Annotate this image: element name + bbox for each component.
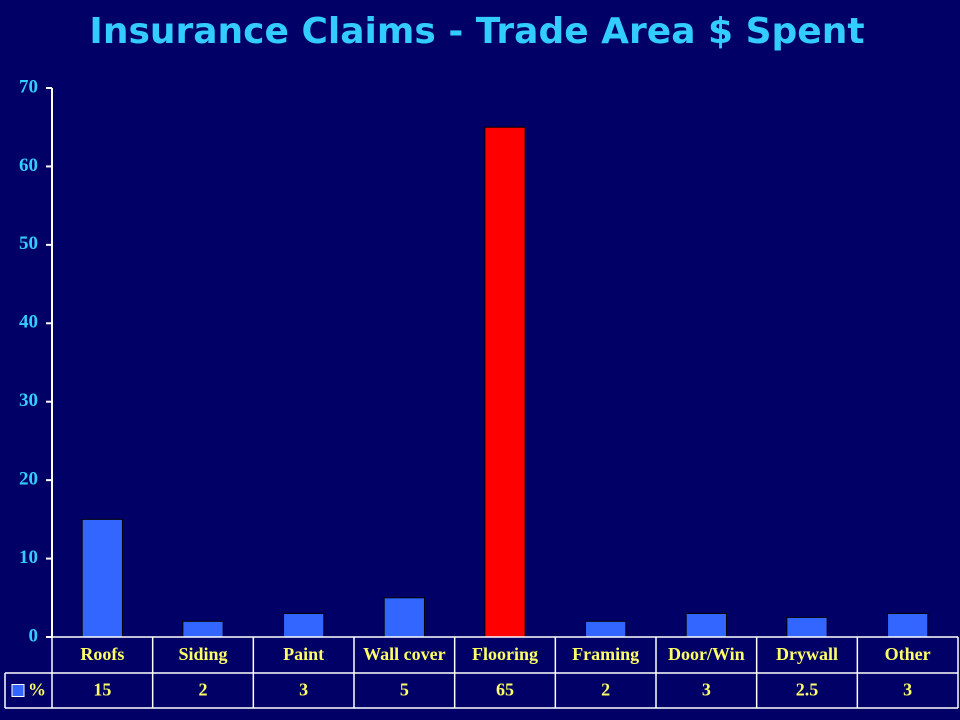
- legend-swatch: [11, 684, 25, 697]
- table-value: 2.5: [796, 680, 819, 700]
- table-value: 3: [903, 680, 912, 700]
- table-value: 2: [199, 680, 208, 700]
- bar: [283, 612, 325, 638]
- table-value: 5: [400, 680, 409, 700]
- y-tick-label: 20: [19, 469, 38, 490]
- bar: [685, 612, 727, 638]
- table-value: 3: [702, 680, 711, 700]
- x-tick-label: Framing: [572, 644, 639, 664]
- bar: [786, 616, 828, 638]
- bar: [585, 620, 627, 638]
- bar: [484, 126, 526, 638]
- chart-title: Insurance Claims - Trade Area $ Spent: [89, 11, 864, 52]
- y-tick-label: 40: [19, 312, 38, 333]
- y-tick-label: 60: [19, 155, 38, 176]
- bar: [81, 518, 123, 638]
- x-tick-label: Drywall: [776, 644, 838, 664]
- y-tick-label: 10: [19, 547, 38, 568]
- table-value: 2: [601, 680, 610, 700]
- x-tick-label: Siding: [178, 644, 227, 664]
- table-value: 65: [496, 680, 514, 700]
- x-tick-label: Roofs: [80, 644, 124, 664]
- x-tick-label: Other: [885, 644, 931, 664]
- x-tick-label: Door/Win: [668, 644, 745, 664]
- bar: [182, 620, 224, 638]
- y-tick-label: 0: [29, 625, 39, 646]
- table-value: 3: [299, 680, 308, 700]
- bar: [887, 612, 929, 638]
- legend-label: %: [28, 680, 46, 700]
- x-tick-label: Flooring: [472, 644, 538, 664]
- y-tick-label: 50: [19, 233, 38, 254]
- x-tick-label: Wall cover: [363, 644, 445, 664]
- bar: [383, 597, 425, 638]
- y-tick-label: 30: [19, 390, 38, 411]
- x-tick-label: Paint: [283, 644, 324, 664]
- table-value: 15: [93, 680, 111, 700]
- y-tick-label: 70: [19, 76, 38, 97]
